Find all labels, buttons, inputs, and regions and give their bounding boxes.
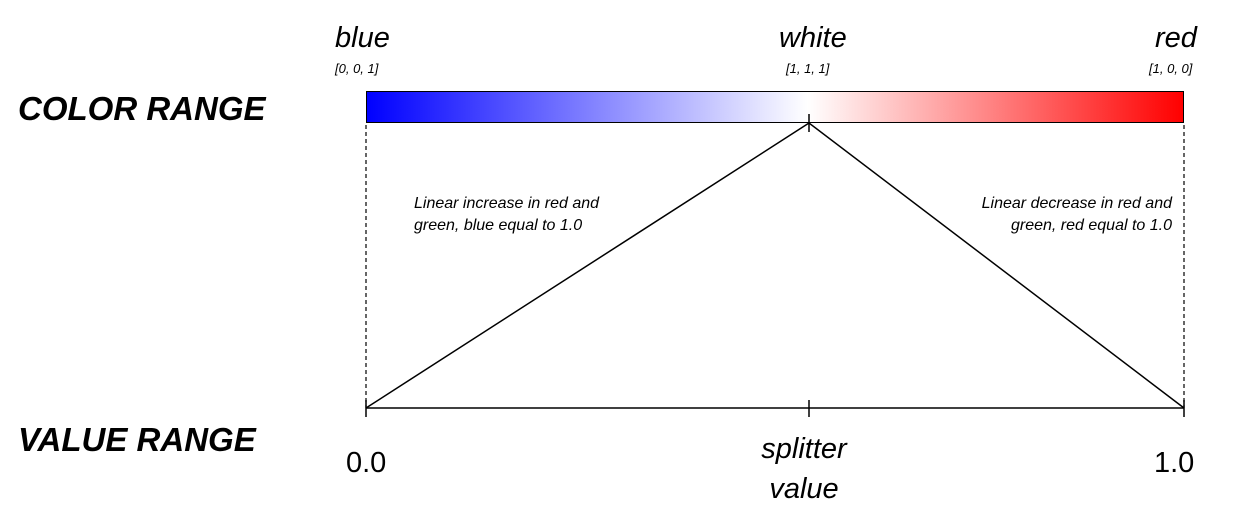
interpolation-triangle (365, 122, 1185, 409)
splitter-value-label: splitter value (724, 429, 884, 509)
color-name-white: white (779, 22, 847, 54)
color-range-label: COLOR RANGE (18, 90, 266, 127)
value-max-label: 1.0 (1154, 447, 1195, 479)
note-linear-decrease: Linear decrease in red and green, red eq… (981, 195, 1172, 234)
note-linear-increase: Linear increase in red and green, blue e… (414, 195, 600, 234)
color-gradient-bar (366, 91, 1184, 123)
value-range-label: VALUE RANGE (18, 421, 256, 458)
color-name-red: red (1155, 22, 1197, 54)
value-min-label: 0.0 (346, 447, 387, 479)
color-rgb-white: [1, 1, 1] (786, 61, 830, 76)
splitter-label-line1: splitter (761, 433, 847, 465)
color-rgb-red: [1, 0, 0] (1149, 61, 1193, 76)
color-name-blue: blue (335, 22, 390, 54)
color-rgb-blue: [0, 0, 1] (335, 61, 379, 76)
splitter-label-line2: value (769, 473, 839, 505)
